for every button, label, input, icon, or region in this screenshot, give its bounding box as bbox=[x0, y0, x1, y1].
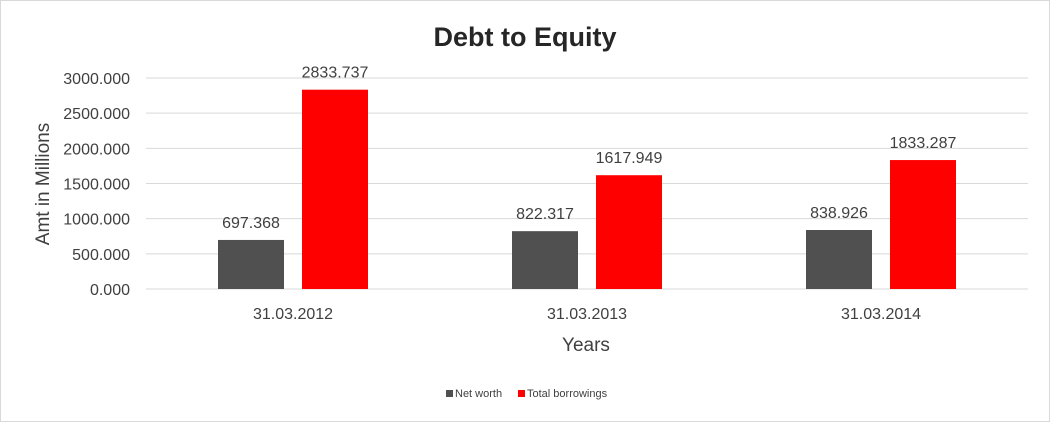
y-tick-label: 2500.000 bbox=[63, 106, 130, 123]
chart-title: Debt to Equity bbox=[434, 22, 617, 52]
x-axis-label: Years bbox=[562, 335, 610, 356]
bar-net-worth bbox=[218, 239, 284, 289]
data-label: 1617.949 bbox=[596, 150, 663, 167]
data-label: 1833.287 bbox=[890, 135, 957, 152]
y-axis-label: Amt in Millions bbox=[33, 123, 54, 245]
x-tick-label: 31.03.2014 bbox=[841, 306, 921, 323]
x-tick-label: 31.03.2012 bbox=[253, 306, 333, 323]
y-tick-labels: 0.000 500.000 1000.000 1500.000 2000.000 2500… bbox=[63, 71, 130, 299]
legend-label: Net worth bbox=[455, 388, 502, 400]
y-tick-label: 1000.000 bbox=[63, 212, 130, 229]
gridlines bbox=[146, 77, 1028, 290]
x-tick-labels: 31.03.2012 31.03.2013 31.03.2014 bbox=[253, 306, 921, 323]
bar-total-borrowings bbox=[302, 89, 368, 289]
data-label: 2833.737 bbox=[302, 65, 369, 82]
legend-swatch bbox=[518, 390, 525, 397]
bar-total-borrowings bbox=[890, 160, 956, 289]
y-tick-label: 3000.000 bbox=[63, 71, 130, 88]
data-label: 822.317 bbox=[516, 206, 574, 223]
legend: Net worth Total borrowings bbox=[446, 388, 608, 400]
bar-net-worth bbox=[512, 231, 578, 289]
x-tick-label: 31.03.2013 bbox=[547, 306, 627, 323]
y-tick-label: 500.000 bbox=[72, 247, 130, 264]
data-label: 838.926 bbox=[810, 205, 868, 222]
bars bbox=[218, 89, 956, 289]
legend-swatch bbox=[446, 390, 453, 397]
data-label: 697.368 bbox=[222, 215, 280, 232]
bar-net-worth bbox=[806, 229, 872, 289]
bar-total-borrowings bbox=[596, 175, 662, 289]
y-tick-label: 0.000 bbox=[90, 282, 130, 299]
y-tick-label: 2000.000 bbox=[63, 141, 130, 158]
y-tick-label: 1500.000 bbox=[63, 177, 130, 194]
data-labels: 697.368 2833.737 822.317 1617.949 838.926 183… bbox=[222, 65, 956, 232]
legend-label: Total borrowings bbox=[527, 388, 608, 400]
